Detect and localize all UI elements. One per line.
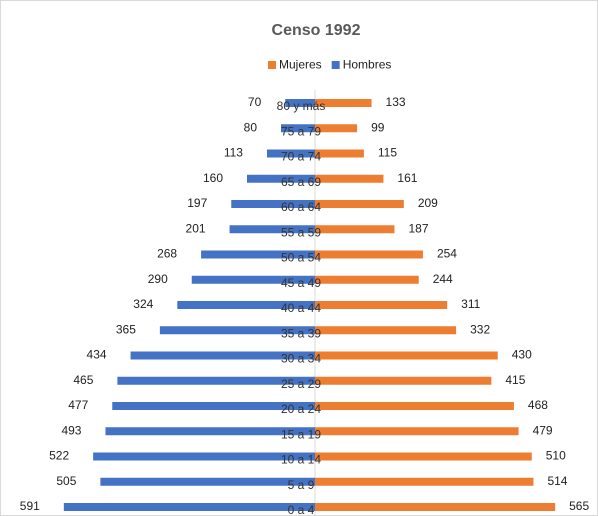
legend-swatch <box>331 61 340 69</box>
data-label: 254 <box>437 247 457 261</box>
category-label: 40 a 44 <box>281 301 321 315</box>
bar <box>315 99 372 107</box>
data-label: 209 <box>418 196 438 210</box>
category-label: 65 a 69 <box>281 175 321 189</box>
data-label: 113 <box>224 146 243 160</box>
data-label: 465 <box>73 373 93 387</box>
category-label: 10 a 14 <box>281 453 321 467</box>
bar <box>315 124 358 133</box>
data-label: 80 <box>244 120 258 134</box>
category-label: 0 a 4 <box>288 503 315 516</box>
data-label: 290 <box>148 272 168 286</box>
data-label: 522 <box>49 449 69 463</box>
bar <box>93 452 316 461</box>
data-label: 244 <box>433 272 453 286</box>
bar <box>315 275 419 284</box>
bar <box>315 477 534 486</box>
bar <box>105 427 315 436</box>
bar <box>281 124 315 133</box>
data-label: 505 <box>56 474 76 488</box>
data-label: 365 <box>116 322 136 336</box>
bar <box>201 250 315 259</box>
data-label: 477 <box>68 398 88 412</box>
category-label: 50 a 54 <box>281 251 321 265</box>
data-label: 510 <box>546 449 566 463</box>
bar <box>112 402 316 410</box>
category-label: 25 a 29 <box>281 377 321 391</box>
bar <box>247 174 315 183</box>
data-label: 324 <box>133 297 153 311</box>
data-label: 268 <box>157 247 177 261</box>
category-label: 35 a 39 <box>281 326 321 340</box>
bar <box>100 477 315 486</box>
bar <box>315 174 384 183</box>
bar <box>231 200 315 208</box>
category-label: 60 a 64 <box>281 200 321 214</box>
bar <box>191 275 315 284</box>
data-label: 311 <box>461 297 480 311</box>
data-label: 160 <box>203 171 223 185</box>
bar <box>285 99 315 107</box>
bar <box>315 402 514 410</box>
bar <box>315 225 395 234</box>
data-label: 133 <box>386 95 406 109</box>
legend-swatch <box>268 61 276 69</box>
category-label: 15 a 19 <box>281 427 321 441</box>
bar <box>315 200 404 208</box>
bar <box>159 326 315 335</box>
data-label: 70 <box>248 95 262 109</box>
data-label: 493 <box>61 423 81 437</box>
category-label: 5 a 9 <box>288 478 315 492</box>
bar <box>177 301 315 309</box>
legend-label: Hombres <box>343 58 392 72</box>
bar <box>117 376 315 385</box>
category-label: 30 a 34 <box>281 352 321 366</box>
data-label: 591 <box>20 499 40 513</box>
legend-label: Mujeres <box>279 58 322 72</box>
data-label: 565 <box>569 499 589 513</box>
data-label: 115 <box>378 146 397 160</box>
data-label: 415 <box>505 373 525 387</box>
data-label: 468 <box>528 398 548 412</box>
bar <box>315 452 532 461</box>
chart-title: Censo 1992 <box>272 22 361 39</box>
category-label: 55 a 59 <box>281 225 321 239</box>
category-label: 80 y más <box>277 99 326 113</box>
category-label: 20 a 24 <box>281 402 321 416</box>
bar <box>315 326 457 335</box>
category-label: 75 a 79 <box>281 124 321 138</box>
data-label: 197 <box>187 196 207 210</box>
data-label: 514 <box>547 474 567 488</box>
data-label: 430 <box>512 348 532 362</box>
data-label: 99 <box>371 120 385 134</box>
bar <box>315 250 423 259</box>
bar <box>130 351 315 360</box>
bar <box>315 149 364 158</box>
data-label: 161 <box>397 171 417 185</box>
data-label: 332 <box>470 322 490 336</box>
data-label: 201 <box>186 221 206 235</box>
bar <box>266 149 315 158</box>
data-label: 187 <box>408 221 428 235</box>
bar <box>315 351 498 360</box>
bar <box>229 225 315 234</box>
data-label: 434 <box>87 348 107 362</box>
bar <box>315 503 556 511</box>
bar <box>315 376 492 385</box>
bar <box>315 301 448 309</box>
category-label: 70 a 74 <box>281 150 321 164</box>
bar <box>315 427 519 436</box>
bar <box>63 503 316 511</box>
category-label: 45 a 49 <box>281 276 321 290</box>
data-label: 479 <box>533 423 553 437</box>
